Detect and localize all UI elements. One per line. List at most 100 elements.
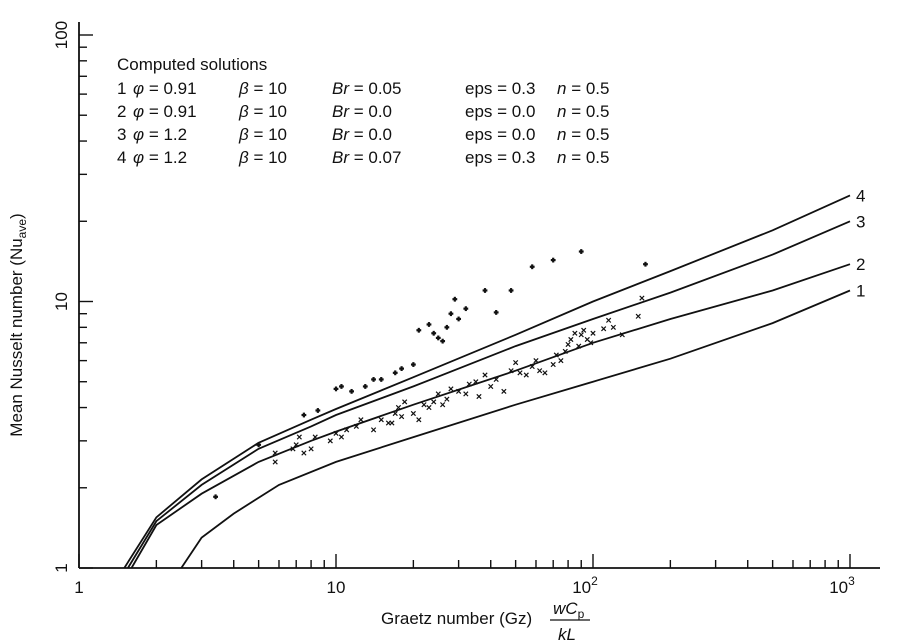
data-point-plus [452, 296, 458, 302]
data-point-plus [448, 311, 454, 317]
data-point-cross [327, 438, 333, 444]
data-point-cross [431, 399, 437, 405]
x-tick-label: 102 [572, 574, 598, 597]
data-point-cross [572, 330, 578, 336]
data-point-cross [272, 450, 278, 456]
data-point-plus [426, 322, 432, 327]
legend-entry-number: 1 [117, 79, 126, 98]
data-point-plus [435, 335, 441, 341]
data-point-plus [378, 377, 384, 382]
legend-entry-number: 3 [117, 125, 126, 144]
x-tick-label: 10 [327, 578, 346, 597]
y-axis-label-close: ) [7, 213, 26, 219]
data-point-cross [448, 386, 454, 392]
data-point-cross [619, 332, 625, 338]
legend-entry-1: 1 φ = 0.91 β = 10 Br = 0.05 eps = 0.3 n = 0.5 [117, 79, 609, 98]
legend-entry-number: 4 [117, 148, 126, 167]
x-tick-label-exponent: 2 [591, 574, 598, 588]
curve-number-labels: 1 2 3 4 [856, 186, 865, 300]
data-point-cross [353, 423, 359, 429]
data-point-cross [358, 417, 364, 423]
data-point-cross [395, 404, 402, 411]
legend-entries: 1 φ = 0.91 β = 10 Br = 0.05 eps = 0.3 n = 0.5… [117, 79, 609, 167]
legend-entry-4: 4 φ = 1.2 β = 10 Br = 0.07 eps = 0.3 n = 0.5 [117, 148, 609, 167]
data-point-plus [416, 327, 422, 333]
data-point-cross [590, 330, 596, 336]
data-point-cross [333, 430, 339, 437]
data-point-cross [601, 326, 607, 332]
data-point-cross [513, 359, 519, 366]
data-point-cross [344, 427, 350, 433]
data-point-plus [463, 306, 469, 312]
y-tick-label: 10 [52, 292, 71, 311]
data-point-cross [466, 381, 472, 387]
data-point-cross [444, 396, 450, 402]
data-point-plus [643, 261, 648, 267]
data-point-cross [605, 317, 612, 323]
data-point-cross [639, 295, 645, 301]
data-point-cross [293, 442, 299, 448]
y-tick-label: 1 [52, 563, 71, 572]
y-tick-label: 100 [52, 21, 71, 49]
x-axis-label-main: Graetz number (Gz) [381, 609, 532, 628]
data-point-plus [410, 362, 416, 367]
numerator-subscript: p [578, 607, 585, 621]
data-point-cross [435, 391, 441, 397]
legend-entry-br: Br = 0.0 [332, 125, 392, 144]
curve-3 [127, 220, 851, 569]
legend-entry-eps: eps = 0.0 [465, 102, 535, 121]
data-point-cross [389, 420, 395, 426]
data-point-cross [610, 324, 616, 330]
data-point-cross [421, 402, 427, 408]
data-point-plus [440, 338, 446, 344]
data-point-cross [576, 343, 582, 349]
data-point-plus [371, 377, 376, 382]
data-point-plus [392, 370, 398, 376]
numerator-main: wC [553, 599, 578, 618]
data-point-cross [568, 336, 574, 343]
legend-entry-beta: β = 10 [238, 148, 287, 167]
data-point-cross [523, 372, 529, 378]
legend-title: Computed solutions [117, 55, 267, 74]
data-point-cross [488, 383, 494, 390]
data-point-plus [256, 442, 262, 448]
data-point-plus [550, 257, 556, 263]
data-point-cross [565, 341, 571, 348]
data-point-cross [482, 372, 488, 378]
legend-entry-br: Br = 0.07 [332, 148, 401, 167]
legend-entry-phi: φ = 0.91 [133, 79, 197, 98]
data-point-cross [588, 340, 594, 346]
data-point-plus [362, 384, 368, 389]
legend-entry-eps: eps = 0.0 [465, 125, 535, 144]
data-point-cross [440, 402, 446, 408]
curve-1 [180, 289, 851, 569]
data-point-cross [508, 368, 514, 374]
experimental-points [213, 249, 648, 500]
data-point-plus [508, 288, 514, 293]
data-point-cross [476, 393, 482, 400]
legend-entry-2: 2 φ = 0.91 β = 10 Br = 0.0 eps = 0.0 n = 0.5 [117, 102, 609, 121]
data-point-plus [431, 330, 437, 336]
legend-entry-n: n = 0.5 [557, 125, 609, 144]
legend-entry-number: 2 [117, 102, 126, 121]
legend-entry-beta: β = 10 [238, 79, 287, 98]
x-tick-label: 1 [74, 578, 83, 597]
legend: Computed solutions 1 φ = 0.91 β = 10 Br = 0… [117, 55, 609, 167]
data-point-cross [558, 357, 564, 364]
data-point-cross [493, 376, 499, 383]
x-axis-label: Graetz number (Gz) wCp kL [381, 599, 590, 642]
data-point-plus [482, 288, 488, 293]
data-point-cross [416, 417, 422, 423]
data-point-cross [455, 388, 462, 394]
legend-entry-phi: φ = 1.2 [133, 148, 187, 167]
legend-entry-3: 3 φ = 1.2 β = 10 Br = 0.0 eps = 0.0 n = 0.5 [117, 125, 609, 144]
x-axis-label-denominator: kL [558, 625, 576, 642]
data-point-plus [399, 366, 405, 372]
data-point-cross [463, 391, 469, 397]
legend-entry-n: n = 0.5 [557, 79, 609, 98]
curve-label-4: 4 [856, 186, 865, 205]
data-point-plus [529, 264, 535, 270]
x-tick-label-base: 1 [74, 578, 83, 597]
